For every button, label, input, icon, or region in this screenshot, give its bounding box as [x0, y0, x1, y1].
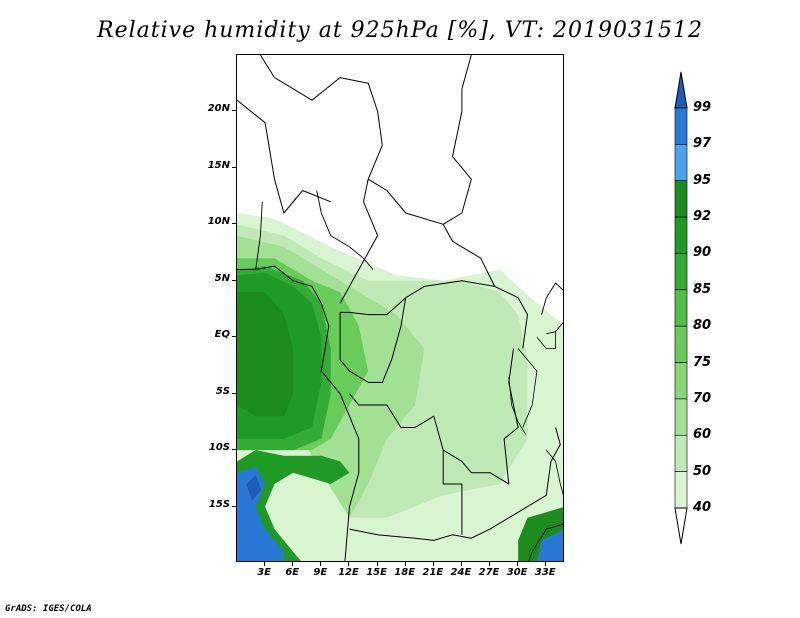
lat-tick-mark: [232, 223, 236, 225]
lon-tick-mark: [489, 562, 491, 566]
lat-tick-label: 10N: [207, 216, 230, 228]
border-zimbabwe: [528, 523, 563, 561]
colorbar-label: 60: [693, 427, 712, 443]
lat-tick-label: 5S: [215, 385, 230, 397]
lat-tick-label: 15S: [208, 498, 230, 510]
border-malawi: [527, 427, 561, 508]
lat-tick-mark: [232, 505, 236, 507]
lat-tick-label: 15N: [207, 159, 230, 171]
lake-victoria: [536, 331, 557, 349]
colorbar-segment: [674, 471, 688, 509]
lat-tick-mark: [232, 166, 236, 168]
colorbar-label: 92: [693, 209, 712, 225]
lon-tick-label: 24E: [450, 567, 472, 578]
lon-tick-mark: [320, 562, 322, 566]
colorbar-segment: [674, 180, 688, 218]
border-car-sudan: [367, 178, 528, 349]
lat-tick-label: 10S: [208, 442, 230, 454]
coastline-west: [237, 265, 360, 561]
colorbar-label: 95: [693, 172, 712, 188]
lat-tick-mark: [232, 336, 236, 338]
lake-malawi: [545, 449, 563, 496]
border-sudan-chad: [442, 55, 472, 225]
lon-tick-label: 21E: [422, 567, 444, 578]
border-uganda: [541, 282, 563, 332]
border-benin: [255, 201, 263, 270]
lon-tick-mark: [460, 562, 462, 566]
border-niger-chad: [259, 55, 383, 304]
lake-tanganyika: [517, 348, 538, 428]
lake-tanganyika-west: [508, 376, 526, 435]
lon-tick-label: 18E: [394, 567, 416, 578]
colorbar-segment: [674, 434, 688, 472]
lon-tick-mark: [517, 562, 519, 566]
lon-tick-label: 33E: [534, 567, 556, 578]
plot-title: Relative humidity at 925hPa [%], VT: 201…: [97, 18, 703, 43]
lat-tick-mark: [232, 279, 236, 281]
colorbar-label: 40: [693, 500, 712, 515]
lon-tick-mark: [292, 562, 294, 566]
colorbar-segment: [674, 144, 688, 182]
border-congo: [339, 280, 495, 383]
credit-text: GrADS: IGES/COLA: [5, 604, 92, 614]
lon-tick-mark: [264, 562, 266, 566]
colorbar-label: 80: [693, 318, 712, 334]
colorbar-segment: [674, 253, 688, 291]
humidity-field-mozambique-97: [537, 530, 563, 561]
colorbar-label: 97: [693, 136, 712, 152]
map-panel: [236, 54, 564, 562]
lon-tick-label: 15E: [366, 567, 387, 578]
colorbar-segment: [674, 362, 688, 400]
lon-tick-label: 30E: [506, 567, 528, 578]
colorbar-segment: [674, 216, 688, 254]
colorbar-label: 50: [693, 463, 712, 479]
lon-tick-label: 12E: [338, 567, 359, 578]
colorbar-label: 70: [693, 390, 712, 406]
colorbar-bottom-arrow: [674, 507, 688, 545]
colorbar-segment: [674, 289, 688, 327]
lon-tick-label: 27E: [478, 567, 500, 578]
colorbar-segment: [674, 398, 688, 436]
colorbar-segment: [674, 325, 688, 363]
border-nigeria-cameroon: [316, 190, 374, 270]
humidity-field-99: [246, 474, 262, 501]
lon-tick-mark: [376, 562, 378, 566]
border-angola-zambia: [442, 450, 463, 535]
border-angola-namibia: [349, 506, 528, 541]
colorbar-label: 75: [693, 354, 712, 370]
lat-tick-mark: [232, 110, 236, 112]
lat-tick-mark: [232, 392, 236, 394]
colorbar-label: 99: [693, 100, 712, 115]
lat-tick-mark: [232, 449, 236, 451]
colorbar-label: 85: [693, 281, 712, 297]
lon-tick-mark: [545, 562, 547, 566]
lon-tick-mark: [348, 562, 350, 566]
lat-tick-label: EQ: [214, 329, 230, 341]
border-drc-angola: [349, 348, 519, 485]
border-mali-niger: [237, 99, 331, 214]
lat-tick-label: 20N: [207, 103, 230, 115]
humidity-map: [237, 55, 563, 561]
lon-tick-mark: [404, 562, 406, 566]
lon-tick-mark: [432, 562, 434, 566]
humidity-field-92: [237, 292, 294, 417]
colorbar-top-arrow: [674, 71, 688, 109]
lon-tick-label: 3E: [257, 567, 271, 578]
colorbar-label: 90: [693, 245, 712, 261]
lon-tick-label: 9E: [313, 567, 328, 578]
lat-tick-label: 5N: [214, 272, 230, 284]
colorbar-segment: [674, 107, 688, 145]
lon-tick-label: 6E: [285, 567, 300, 578]
